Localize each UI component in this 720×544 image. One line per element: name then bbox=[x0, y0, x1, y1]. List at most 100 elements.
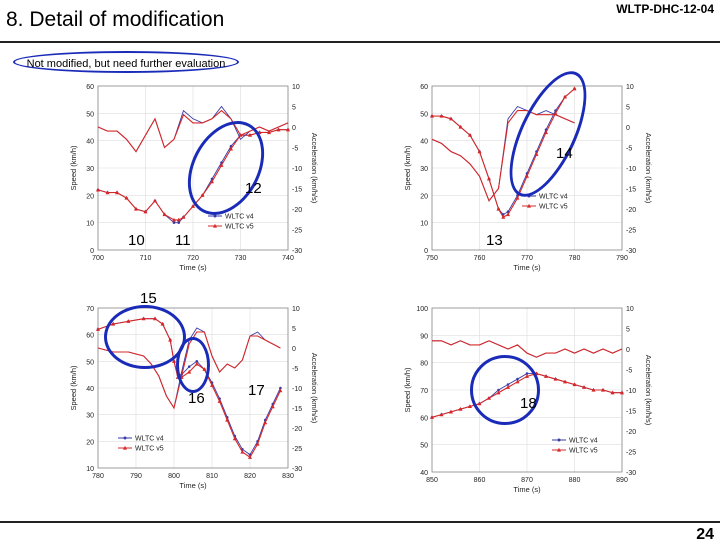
data-point-v5 bbox=[200, 193, 205, 197]
y-tick-label: 30 bbox=[86, 413, 94, 420]
chart-700-740: 0 10 20 30 40 50 60 -30 -25 -20 -15 -10 -5 0 5 10 700 710… bbox=[69, 84, 319, 272]
y-tick-label: 20 bbox=[86, 439, 94, 446]
header-divider bbox=[0, 41, 720, 43]
data-point-v5 bbox=[563, 94, 567, 99]
legend-label: WLTC v4 bbox=[225, 214, 254, 221]
series-line-wltc-v5-acceleration bbox=[432, 340, 623, 358]
data-point-v5 bbox=[553, 376, 558, 381]
callout-14: 14 bbox=[556, 145, 573, 162]
series-line-wltc-v5-acceleration bbox=[97, 109, 289, 153]
y2-tick-label: 5 bbox=[626, 105, 630, 112]
data-point-v5 bbox=[232, 436, 237, 441]
document-id: WLTP-DHC-12-04 bbox=[616, 2, 714, 16]
plot-frame bbox=[97, 85, 289, 251]
data-point-v5 bbox=[172, 359, 176, 363]
y2-tick-label: 0 bbox=[626, 347, 630, 354]
data-point-v5 bbox=[134, 206, 138, 211]
y-tick-label: 100 bbox=[416, 306, 428, 313]
callout-13: 13 bbox=[486, 232, 503, 249]
x-tick-label: 820 bbox=[244, 473, 256, 480]
y2-tick-label: -25 bbox=[626, 450, 636, 457]
y-tick-label: 60 bbox=[86, 333, 94, 340]
y-tick-label: 30 bbox=[86, 166, 94, 173]
data-point-v5 bbox=[96, 327, 100, 331]
data-point-v5 bbox=[563, 379, 567, 384]
data-point-v4 bbox=[229, 144, 233, 148]
legend-label: WLTC v5 bbox=[135, 446, 164, 453]
y2-tick-label: -30 bbox=[626, 248, 636, 255]
x-tick-label: 890 bbox=[616, 477, 628, 484]
callout-12: 12 bbox=[245, 180, 262, 197]
data-point-v5 bbox=[449, 116, 453, 121]
data-point-v5 bbox=[124, 195, 129, 200]
data-point-v5 bbox=[496, 206, 501, 211]
x-tick-label: 800 bbox=[168, 473, 180, 480]
x-tick-label: 730 bbox=[235, 255, 247, 262]
data-point-v5 bbox=[582, 385, 586, 389]
data-point-v5 bbox=[572, 86, 577, 91]
data-point-v5 bbox=[430, 415, 434, 419]
x-axis-label: Time (s) bbox=[513, 485, 541, 494]
callout-18: 18 bbox=[520, 395, 537, 412]
y2-tick-label: -20 bbox=[626, 429, 636, 436]
y-tick-label: 50 bbox=[86, 359, 94, 366]
legend-label: WLTC v4 bbox=[539, 194, 568, 201]
y-tick-label: 50 bbox=[86, 111, 94, 118]
data-point-v5 bbox=[544, 130, 548, 135]
data-point-v5 bbox=[153, 198, 157, 203]
y-tick-label: 40 bbox=[86, 139, 94, 146]
x-tick-label: 700 bbox=[92, 255, 104, 262]
data-point-v5 bbox=[191, 204, 195, 208]
y2-tick-label: 5 bbox=[292, 326, 296, 333]
data-point-v5 bbox=[458, 406, 463, 411]
data-point-v5 bbox=[449, 409, 453, 414]
y2-tick-label: 10 bbox=[626, 306, 634, 313]
x-axis-label: Time (s) bbox=[179, 481, 207, 490]
legend-label: WLTC v5 bbox=[225, 224, 254, 231]
data-point-v5 bbox=[544, 374, 548, 378]
callout-17: 17 bbox=[248, 382, 265, 399]
legend-label: WLTC v4 bbox=[569, 438, 598, 445]
data-point-v5 bbox=[515, 195, 520, 200]
legend-label: WLTC v4 bbox=[135, 436, 164, 443]
legend-marker bbox=[123, 445, 127, 450]
legend-marker bbox=[557, 447, 561, 452]
data-point-v4 bbox=[172, 221, 176, 224]
y-tick-label: 40 bbox=[420, 139, 428, 146]
x-tick-label: 790 bbox=[130, 473, 142, 480]
data-point-v5 bbox=[225, 417, 230, 422]
evaluation-note: Not modified, but need further evaluatio… bbox=[13, 51, 239, 73]
highlight-circle-15 bbox=[104, 305, 186, 369]
x-tick-label: 830 bbox=[282, 473, 294, 480]
y2-tick-label: -5 bbox=[292, 146, 298, 153]
y2-tick-label: -10 bbox=[626, 388, 636, 395]
y-tick-label: 60 bbox=[86, 84, 94, 91]
x-tick-label: 710 bbox=[140, 255, 152, 262]
y-tick-label: 40 bbox=[420, 470, 428, 477]
y-tick-label: 10 bbox=[420, 221, 428, 228]
y2-tick-label: 0 bbox=[292, 125, 296, 132]
y2-tick-label: -15 bbox=[292, 187, 302, 194]
y2-tick-label: 10 bbox=[626, 84, 634, 91]
legend-label: WLTC v5 bbox=[539, 204, 568, 211]
y-tick-label: 10 bbox=[86, 466, 94, 473]
data-point-v5 bbox=[468, 404, 472, 408]
callout-16: 16 bbox=[188, 390, 205, 407]
legend-marker bbox=[213, 223, 217, 228]
x-tick-label: 780 bbox=[569, 255, 581, 262]
y2-tick-label: -20 bbox=[292, 426, 302, 433]
x-tick-label: 750 bbox=[426, 255, 438, 262]
y2-tick-label: -20 bbox=[292, 207, 302, 214]
x-tick-label: 760 bbox=[474, 255, 486, 262]
page-number: 24 bbox=[696, 526, 714, 543]
y2-tick-label: 5 bbox=[292, 105, 296, 112]
data-point-v5 bbox=[487, 176, 491, 181]
y-tick-label: 30 bbox=[420, 166, 428, 173]
y2-tick-label: -25 bbox=[292, 446, 302, 453]
x-tick-label: 740 bbox=[282, 255, 294, 262]
y2-tick-label: -20 bbox=[626, 207, 636, 214]
y2-tick-label: 0 bbox=[292, 346, 296, 353]
y-axis-label: Speed (km/h) bbox=[69, 365, 78, 411]
x-tick-label: 720 bbox=[187, 255, 199, 262]
y2-axis-label: Acceleration (km/h/s) bbox=[644, 133, 653, 204]
